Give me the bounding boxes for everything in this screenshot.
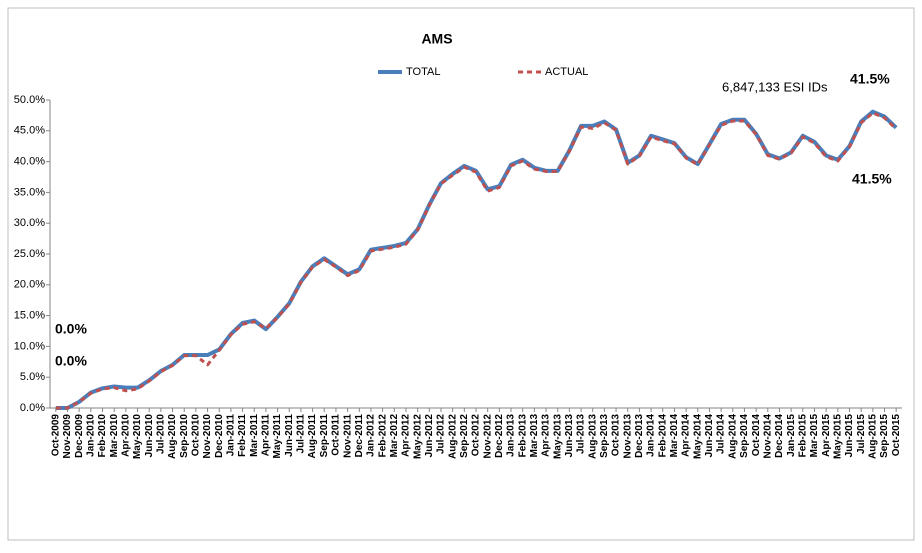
y-tick-label: 35.0% — [14, 186, 45, 198]
x-tick-label: Jun-2011 — [284, 414, 295, 457]
x-tick-label: Aug-2015 — [867, 414, 878, 459]
x-tick-label: Feb-2014 — [657, 414, 668, 458]
x-tick-label: May-2011 — [272, 414, 283, 459]
x-tick-label: Mar-2010 — [109, 414, 120, 458]
x-tick-label: Mar-2012 — [389, 414, 400, 458]
x-tick-label: Nov-2010 — [202, 414, 213, 459]
x-tick-label: Jun-2010 — [144, 414, 155, 458]
x-tick-label: Oct-2010 — [191, 414, 202, 457]
x-tick-label: Jul-2013 — [576, 414, 587, 454]
x-tick-label: Jun-2015 — [844, 414, 855, 458]
x-tick-label: Oct-2015 — [891, 414, 902, 457]
y-tick-label: 45.0% — [14, 125, 45, 137]
x-tick-label: Nov-2009 — [62, 414, 73, 459]
y-tick-label: 10.0% — [14, 340, 45, 352]
x-tick-label: Apr-2013 — [541, 414, 552, 457]
x-tick-label: Jan-2013 — [506, 414, 517, 457]
x-tick-label: Mar-2014 — [669, 414, 680, 458]
y-tick-label: 5.0% — [20, 371, 45, 383]
x-tick-label: Jul-2012 — [436, 414, 447, 454]
annotation: 0.0% — [55, 321, 87, 337]
x-tick-label: Sep-2015 — [879, 414, 890, 458]
x-tick-label: Jul-2011 — [296, 414, 307, 454]
x-tick-label: Mar-2013 — [529, 414, 540, 458]
x-tick-label: Jan-2011 — [226, 414, 237, 457]
x-tick-label: Apr-2015 — [821, 414, 832, 457]
x-tick-label: Jun-2013 — [564, 414, 575, 458]
chart-frame — [7, 7, 915, 541]
x-tick-label: Oct-2013 — [611, 414, 622, 457]
x-tick-label: Jan-2012 — [366, 414, 377, 457]
annotation: 6,847,133 ESI IDs — [722, 79, 828, 94]
x-tick-label: May-2013 — [552, 414, 563, 459]
x-tick-label: Dec-2009 — [74, 414, 85, 458]
x-tick-label: Sep-2011 — [319, 414, 330, 458]
x-tick-label: Aug-2014 — [727, 414, 738, 459]
x-tick-label: Aug-2012 — [447, 414, 458, 459]
x-tick-label: Feb-2015 — [797, 414, 808, 458]
y-tick-label: 50.0% — [14, 94, 45, 106]
x-tick-label: Dec-2012 — [494, 414, 505, 458]
x-tick-label: Sep-2013 — [599, 414, 610, 458]
x-tick-label: May-2012 — [412, 414, 423, 459]
x-tick-label: May-2015 — [832, 414, 843, 459]
x-tick-label: Jul-2014 — [716, 414, 727, 454]
x-tick-label: Nov-2014 — [762, 414, 773, 459]
x-tick-label: Feb-2013 — [517, 414, 528, 458]
legend-label: TOTAL — [406, 66, 440, 78]
x-tick-label: Jan-2015 — [786, 414, 797, 457]
x-tick-label: Dec-2014 — [774, 414, 785, 458]
y-tick-label: 40.0% — [14, 156, 45, 168]
series-line — [55, 111, 898, 410]
x-tick-label: Mar-2011 — [249, 414, 260, 457]
x-tick-label: Aug-2013 — [587, 414, 598, 459]
x-tick-label: Oct-2012 — [471, 414, 482, 457]
x-tick-label: Nov-2013 — [622, 414, 633, 459]
x-tick-label: Apr-2010 — [121, 414, 132, 457]
x-tick-label: Mar-2015 — [809, 414, 820, 458]
x-tick-label: Apr-2012 — [401, 414, 412, 457]
chart-title: AMS — [421, 31, 452, 47]
y-tick-label: 15.0% — [14, 310, 45, 322]
x-tick-label: Sep-2010 — [179, 414, 190, 458]
annotation: 41.5% — [852, 171, 892, 187]
x-tick-label: Oct-2009 — [50, 414, 61, 457]
x-tick-label: May-2014 — [692, 414, 703, 459]
x-tick-label: Aug-2011 — [307, 414, 318, 459]
x-tick-label: Jun-2014 — [704, 414, 715, 458]
annotation: 41.5% — [850, 71, 890, 87]
legend-label: ACTUAL — [545, 66, 588, 78]
x-tick-label: Feb-2011 — [237, 414, 248, 457]
x-tick-label: Dec-2011 — [354, 414, 365, 458]
x-tick-label: Jul-2015 — [856, 414, 867, 454]
x-tick-label: Jul-2010 — [156, 414, 167, 454]
x-tick-label: May-2010 — [132, 414, 143, 459]
y-tick-label: 0.0% — [20, 402, 45, 414]
y-tick-label: 30.0% — [14, 217, 45, 229]
y-tick-label: 20.0% — [14, 279, 45, 291]
y-tick-label: 25.0% — [14, 248, 45, 260]
x-tick-label: Dec-2013 — [634, 414, 645, 458]
x-tick-label: Oct-2014 — [751, 414, 762, 457]
x-tick-label: Aug-2010 — [167, 414, 178, 459]
x-tick-label: Apr-2014 — [681, 414, 692, 457]
x-tick-label: Nov-2012 — [482, 414, 493, 459]
x-tick-label: Jan-2010 — [85, 414, 96, 457]
x-tick-label: Oct-2011 — [331, 414, 342, 456]
annotation: 0.0% — [55, 353, 87, 369]
x-tick-label: Sep-2012 — [459, 414, 470, 458]
x-tick-label: Jun-2012 — [424, 414, 435, 458]
x-tick-label: Nov-2011 — [342, 414, 353, 458]
x-tick-label: Feb-2010 — [97, 414, 108, 458]
x-tick-label: Apr-2011 — [261, 414, 272, 457]
x-tick-label: Dec-2010 — [214, 414, 225, 458]
x-tick-label: Jan-2014 — [646, 414, 657, 457]
x-tick-label: Feb-2012 — [377, 414, 388, 458]
x-tick-label: Sep-2014 — [739, 414, 750, 458]
